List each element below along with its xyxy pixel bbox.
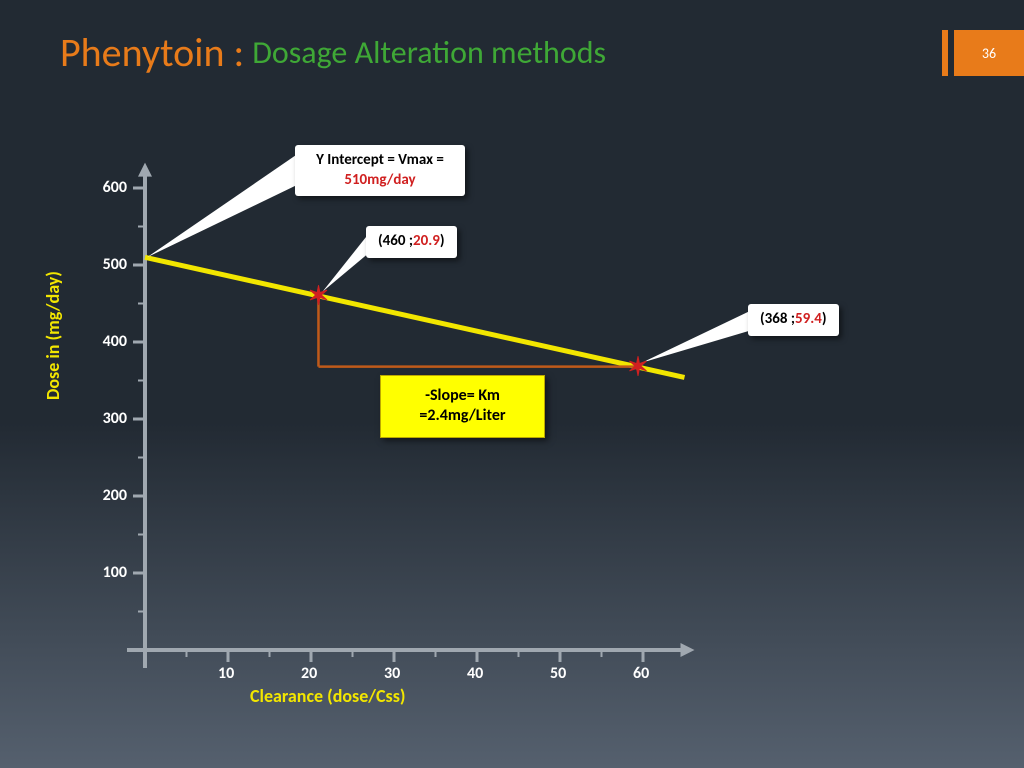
slope-line1: -Slope= Km xyxy=(399,386,526,407)
marker-x-2: ✶ xyxy=(627,351,649,382)
p1-red: 20.9 xyxy=(413,232,440,250)
x-tick-label: 20 xyxy=(301,664,317,683)
dosage-chart: Dose in (mg/day) Clearance (dose/Css) Y … xyxy=(70,140,870,700)
callout-point-2: (368 ;59.4) xyxy=(748,304,839,336)
p1-pre: (460 ; xyxy=(378,232,413,250)
callout-y-intercept: Y Intercept = Vmax = 510mg/day xyxy=(295,145,465,196)
p2-post: ) xyxy=(822,310,827,328)
y-tick-label: 500 xyxy=(103,255,127,274)
x-tick-label: 60 xyxy=(633,664,649,683)
page-number-badge: 36 xyxy=(942,30,1024,76)
x-tick-label: 30 xyxy=(384,664,400,683)
callout-point-1: (460 ;20.9) xyxy=(366,226,457,258)
y-tick-label: 400 xyxy=(103,332,127,351)
y-tick-label: 600 xyxy=(103,178,127,197)
badge-bar xyxy=(942,30,948,76)
slope-line2: =2.4mg/Liter xyxy=(399,406,526,427)
y-tick-label: 200 xyxy=(103,486,127,505)
y-tick-label: 300 xyxy=(103,409,127,428)
x-axis-label: Clearance (dose/Css) xyxy=(250,685,406,707)
callout-yint-line1: Y Intercept = Vmax = xyxy=(307,151,453,171)
y-tick-label: 100 xyxy=(103,563,127,582)
title-sub: Dosage Alteration methods xyxy=(252,33,606,72)
y-axis-label: Dose in (mg/day) xyxy=(42,271,64,400)
page-number: 36 xyxy=(954,30,1024,76)
x-tick-label: 50 xyxy=(550,664,566,683)
p2-red: 59.4 xyxy=(795,310,822,328)
slope-box: -Slope= Km =2.4mg/Liter xyxy=(380,375,545,439)
title-main: Phenytoin : xyxy=(60,28,244,77)
p1-post: ) xyxy=(440,232,445,250)
x-tick-label: 10 xyxy=(218,664,234,683)
x-tick-label: 40 xyxy=(467,664,483,683)
callout-yint-line2: 510mg/day xyxy=(307,171,453,191)
marker-x-1: ✶ xyxy=(308,280,330,311)
p2-pre: (368 ; xyxy=(760,310,795,328)
